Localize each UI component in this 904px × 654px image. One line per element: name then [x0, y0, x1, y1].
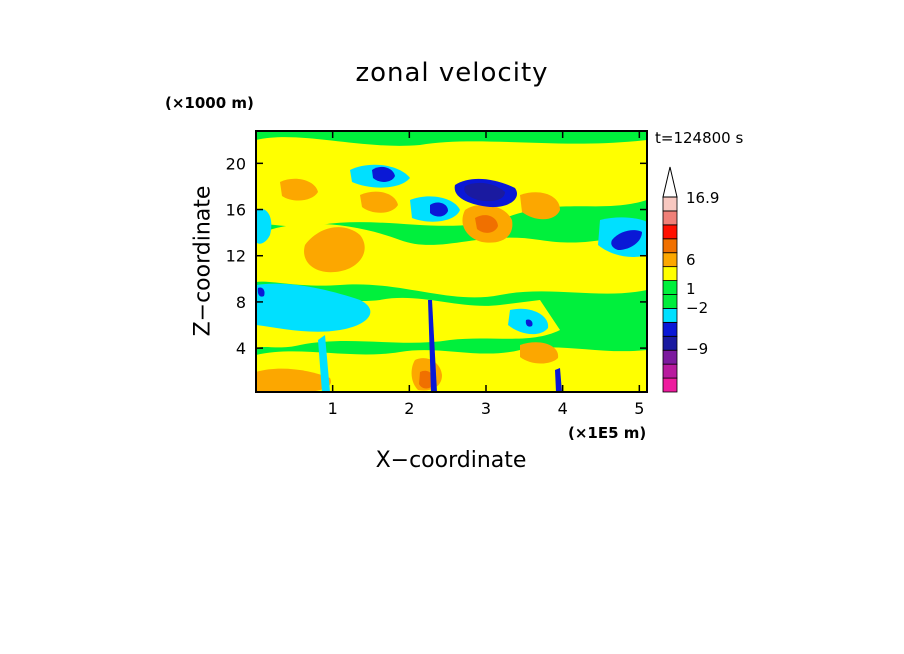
x-tick-label: 1 [328, 399, 338, 418]
legend-swatch [662, 210, 678, 226]
wave-streak-center [428, 300, 437, 392]
cyan-left-edge [256, 208, 272, 244]
legend-label: 16.9 [686, 189, 719, 207]
y-tick-label: 8 [236, 293, 246, 312]
x-tick-label: 5 [634, 399, 644, 418]
orange-upper-left [280, 178, 318, 201]
x-unit-label: (×1E5 m) [568, 424, 647, 442]
y-tick-label: 20 [226, 154, 246, 173]
x-axis-label: X−coordinate [375, 448, 527, 473]
color-legend: 16.9 6 1−2 −9 [662, 166, 719, 393]
legend-swatch [662, 377, 678, 393]
dark-orange-surface [419, 370, 435, 389]
y-tick-label: 4 [236, 339, 246, 358]
orange-left-mid [304, 227, 365, 273]
orange-surface-left [256, 368, 331, 392]
orange-upper-right [520, 192, 560, 220]
x-tick-label: 3 [481, 399, 491, 418]
blue-core-right [611, 230, 642, 250]
legend-swatch [662, 280, 678, 295]
time-label: t=124800 s [655, 129, 744, 147]
blue-speck-left [257, 287, 265, 297]
chart-title: zonal velocity [355, 58, 549, 88]
orange-upper-mid [360, 191, 398, 213]
orange-right-lower [520, 342, 559, 364]
wave-streak-right [555, 368, 562, 392]
cyan-left-lower [256, 283, 371, 332]
legend-swatch [662, 238, 678, 254]
contour-field [256, 131, 647, 392]
legend-swatch [662, 196, 678, 212]
legend-swatch [662, 349, 678, 365]
blue-speck-right [525, 319, 533, 327]
legend-swatch [662, 294, 678, 309]
x-tick-label: 4 [558, 399, 568, 418]
legend-extend-arrow [662, 166, 678, 198]
plot-frame [255, 130, 648, 393]
legend-label: 1 [686, 280, 696, 298]
legend-swatch [662, 321, 678, 337]
legend-swatch [662, 266, 678, 281]
blue-core-mid [430, 202, 448, 217]
legend-label: −2 [686, 299, 708, 317]
legend-swatch [662, 308, 678, 323]
x-tick-label: 2 [404, 399, 414, 418]
legend-swatch [662, 224, 678, 240]
y-tick-label: 16 [226, 201, 246, 220]
legend-swatch [662, 252, 678, 268]
legend-swatch [662, 335, 678, 351]
y-axis-label: Z−coordinate [190, 185, 216, 337]
z-unit-label: (×1000 m) [165, 94, 254, 112]
wave-streak-left [318, 335, 330, 392]
y-tick-label: 12 [226, 247, 246, 266]
legend-swatch [662, 363, 678, 379]
dark-orange-core [475, 215, 498, 233]
navy-core-upper-center [464, 182, 505, 202]
blue-core-top-left [372, 166, 395, 182]
legend-label: 6 [686, 251, 696, 269]
legend-label: −9 [686, 340, 708, 358]
